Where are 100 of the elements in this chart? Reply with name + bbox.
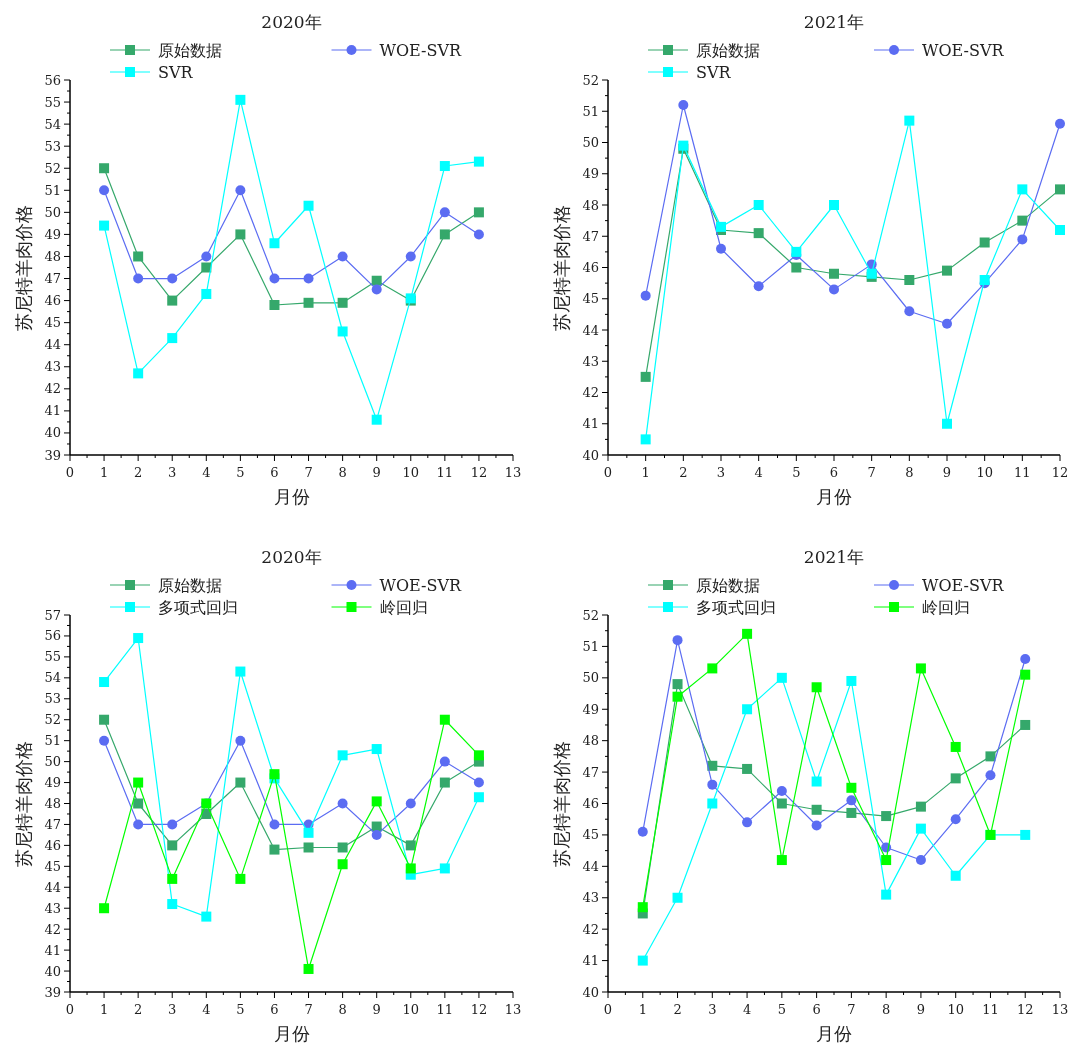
x-tick-label: 4 xyxy=(742,1002,752,1017)
x-tick-label: 3 xyxy=(708,1002,717,1017)
y-axis-title: 苏尼特羊肉价格 xyxy=(13,740,34,867)
y-tick-label: 40 xyxy=(44,963,61,979)
x-tick-label: 12 xyxy=(1051,465,1069,480)
y-tick-label: 41 xyxy=(44,942,61,958)
y-tick-label: 44 xyxy=(44,337,61,353)
y-tick-label: 47 xyxy=(44,271,61,287)
x-tick-label: 7 xyxy=(867,465,876,480)
x-tick-label: 6 xyxy=(812,1002,821,1017)
y-tick-label: 41 xyxy=(582,953,599,969)
y-tick-label: 41 xyxy=(44,403,61,419)
y-tick-label: 40 xyxy=(582,984,599,1000)
y-tick-label: 47 xyxy=(44,816,61,832)
y-tick-label: 47 xyxy=(582,764,599,780)
x-tick-label: 9 xyxy=(372,1002,381,1017)
y-tick-label: 43 xyxy=(582,890,599,906)
y-tick-label: 41 xyxy=(582,416,599,432)
y-tick-label: 50 xyxy=(582,670,599,686)
x-tick-label: 13 xyxy=(504,465,522,480)
x-tick-label: 1 xyxy=(99,1002,109,1017)
x-tick-label: 3 xyxy=(168,1002,177,1017)
y-tick-label: 50 xyxy=(582,135,599,150)
x-tick-label: 8 xyxy=(882,1002,891,1017)
y-tick-label: 42 xyxy=(44,921,61,937)
x-axis-title: 月份 xyxy=(816,1023,852,1044)
x-tick-label: 0 xyxy=(603,1002,613,1017)
x-tick-label: 2 xyxy=(679,465,688,480)
chart-title: 2021年 xyxy=(803,547,865,567)
x-tick-label: 12 xyxy=(470,1002,488,1017)
legend-label: 岭回归 xyxy=(379,598,428,617)
x-tick-label: 5 xyxy=(236,465,245,480)
x-tick-label: 1 xyxy=(99,465,109,480)
y-tick-label: 56 xyxy=(44,72,61,88)
x-tick-label: 0 xyxy=(603,465,613,480)
y-tick-label: 39 xyxy=(44,984,61,1000)
y-tick-label: 42 xyxy=(582,385,599,400)
y-tick-label: 57 xyxy=(44,607,61,623)
x-tick-label: 2 xyxy=(134,1002,143,1017)
y-tick-label: 44 xyxy=(582,322,599,338)
x-tick-label: 13 xyxy=(504,1002,522,1017)
legend-label: WOE-SVR xyxy=(922,576,1005,595)
x-tick-label: 12 xyxy=(1016,1002,1034,1017)
x-tick-label: 1 xyxy=(638,1002,647,1017)
y-tick-label: 40 xyxy=(44,425,61,441)
x-axis-title: 月份 xyxy=(273,486,310,507)
y-tick-label: 49 xyxy=(582,701,599,717)
x-tick-label: 1 xyxy=(641,465,650,480)
y-tick-label: 52 xyxy=(582,72,599,88)
y-tick-label: 51 xyxy=(44,182,61,198)
legend-label: 原始数据 xyxy=(696,576,760,595)
y-tick-label: 48 xyxy=(582,197,599,213)
legend-label: 原始数据 xyxy=(158,41,222,60)
x-tick-label: 10 xyxy=(947,1002,964,1017)
y-tick-label: 46 xyxy=(44,293,61,309)
chart-title: 2020年 xyxy=(261,12,322,32)
y-tick-label: 56 xyxy=(44,628,61,644)
y-axis-title: 苏尼特羊肉价格 xyxy=(551,204,572,331)
y-tick-label: 44 xyxy=(582,858,599,874)
legend-label: 岭回归 xyxy=(922,598,970,617)
x-tick-label: 8 xyxy=(338,465,347,480)
y-tick-label: 52 xyxy=(582,607,599,623)
x-tick-label: 11 xyxy=(1014,465,1031,480)
y-tick-label: 44 xyxy=(44,879,61,895)
legend-label: 原始数据 xyxy=(158,576,222,595)
y-tick-label: 52 xyxy=(44,712,61,728)
x-tick-label: 5 xyxy=(236,1002,245,1017)
x-tick-label: 4 xyxy=(202,465,211,480)
x-axis-title: 月份 xyxy=(816,486,852,507)
x-tick-label: 8 xyxy=(905,465,914,480)
x-tick-label: 0 xyxy=(65,1002,75,1017)
y-tick-label: 48 xyxy=(44,248,61,264)
y-axis-title: 苏尼特羊肉价格 xyxy=(13,204,34,331)
x-tick-label: 9 xyxy=(916,1002,926,1017)
x-tick-label: 9 xyxy=(942,465,952,480)
x-tick-label: 11 xyxy=(436,465,454,480)
y-tick-label: 54 xyxy=(44,116,61,132)
y-tick-label: 45 xyxy=(44,858,61,874)
x-tick-label: 13 xyxy=(1051,1002,1069,1017)
y-tick-label: 46 xyxy=(582,260,599,275)
y-tick-label: 53 xyxy=(44,691,61,707)
y-tick-label: 42 xyxy=(44,381,61,397)
y-tick-label: 49 xyxy=(582,166,599,182)
y-tick-label: 45 xyxy=(582,291,599,307)
y-tick-label: 51 xyxy=(582,638,599,654)
x-tick-label: 10 xyxy=(402,465,420,480)
chart-title: 2021年 xyxy=(803,12,865,32)
y-tick-label: 43 xyxy=(44,900,61,916)
y-tick-label: 43 xyxy=(582,353,599,369)
y-axis-title: 苏尼特羊肉价格 xyxy=(551,740,572,867)
y-tick-label: 55 xyxy=(44,649,61,665)
x-tick-label: 3 xyxy=(716,465,726,480)
y-tick-label: 51 xyxy=(582,103,599,119)
x-tick-label: 7 xyxy=(847,1002,856,1017)
x-tick-label: 6 xyxy=(829,465,839,480)
legend-label: 多项式回归 xyxy=(696,598,776,617)
y-tick-label: 49 xyxy=(44,775,61,791)
y-tick-label: 50 xyxy=(44,754,61,770)
y-tick-label: 54 xyxy=(44,670,61,686)
x-tick-label: 9 xyxy=(372,465,381,480)
